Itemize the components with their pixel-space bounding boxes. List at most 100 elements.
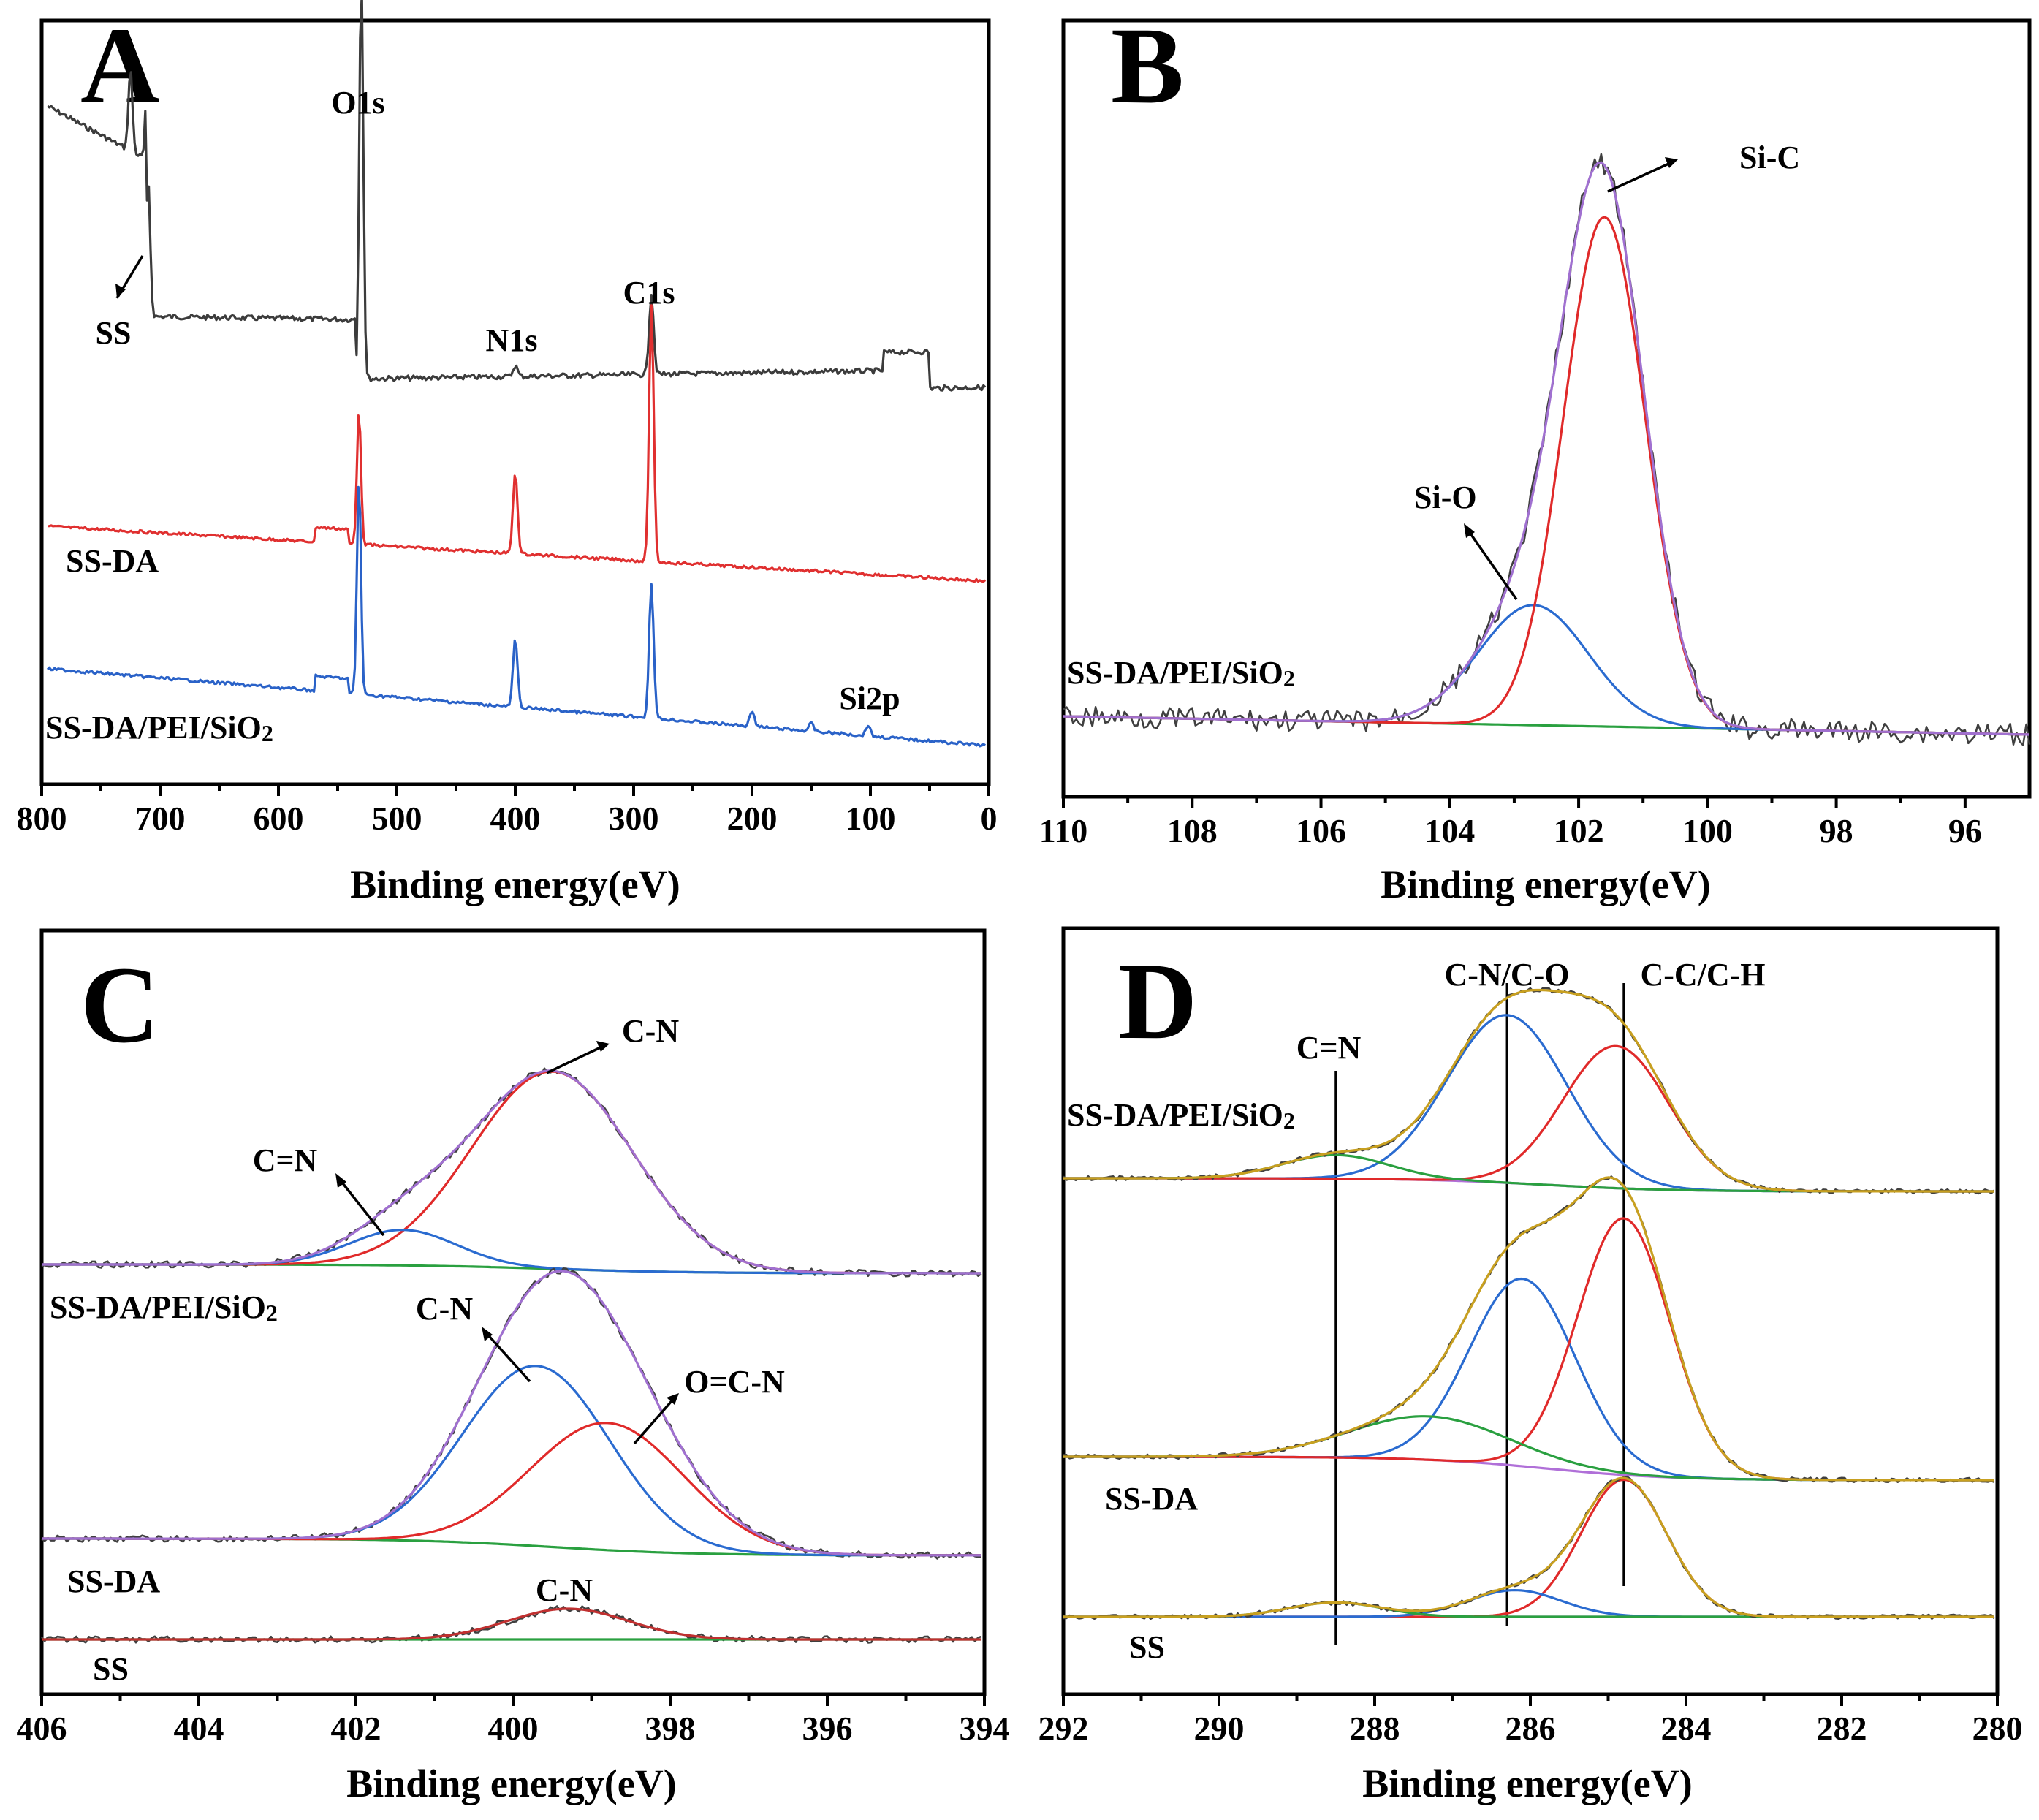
x-tick-label: 286: [1505, 1710, 1556, 1747]
c-anno-c=n: C=N: [253, 1142, 318, 1178]
panel-b-curves: [1063, 153, 2031, 746]
a-anno-si2p: Si2p: [839, 680, 900, 716]
n1s-component-1-1: [42, 1422, 981, 1557]
b-label-final-sub: 2: [1283, 665, 1295, 691]
x-tick-label: 400: [488, 1710, 539, 1747]
a-label-ssda: SS-DA: [66, 543, 159, 579]
a-anno-ss: SS: [96, 315, 132, 351]
x-tick-label: 404: [174, 1710, 224, 1747]
a-anno-n1s: N1s: [486, 322, 538, 358]
n1s-component-0-0: [42, 1070, 981, 1275]
panel-a-ticks: 800 700 600 500 400 300 200 100 0: [17, 784, 998, 837]
x-tick-label: 102: [1554, 812, 1604, 849]
x-tick-label: 104: [1424, 812, 1475, 849]
d-label-final-text: SS-DA/PEI/SiO: [1067, 1097, 1283, 1133]
x-tick-label: 300: [609, 800, 659, 837]
x-tick-label: 200: [727, 800, 778, 837]
x-tick-label: 500: [372, 800, 422, 837]
c-anno-ocn: O=C-N: [684, 1364, 785, 1400]
c1s-component-1-1: [1063, 1217, 1994, 1482]
c1s-raw-0: [1063, 987, 1995, 1195]
d-anno-c=n: C=N: [1296, 1030, 1362, 1066]
c1s-envelope-2: [1063, 1476, 1994, 1618]
n1s-component-2-0: [42, 1607, 981, 1641]
x-tick-label: 396: [802, 1710, 853, 1747]
b-label-final: SS-DA/PEI/SiO2: [1067, 655, 1295, 691]
a-label-final: SS-DA/PEI/SiO2: [45, 710, 273, 746]
x-tick-label: 290: [1194, 1710, 1245, 1747]
d-anno-cch: C-C/C-H: [1640, 957, 1765, 993]
x-tick-label: 700: [135, 800, 186, 837]
b-sio-arrowhead: [1464, 523, 1475, 538]
c-cn-mid-arrowhead: [482, 1327, 493, 1341]
panel-a-frame: [39, 18, 991, 786]
x-tick-label: 96: [1948, 812, 1982, 849]
x-tick-label: 288: [1350, 1710, 1400, 1747]
c1s-component-2-0: [1063, 1478, 1994, 1618]
b-label-final-text: SS-DA/PEI/SiO: [1067, 655, 1283, 691]
c-label-final: SS-DA/PEI/SiO2: [50, 1289, 278, 1326]
panel-b-ticks: 110 108 106 104 102 100 98 96: [1039, 797, 1982, 849]
survey-line-1: [48, 304, 987, 583]
x-tick-label: 0: [981, 800, 998, 837]
panel-b-frame: [1061, 18, 2032, 799]
x-tick-label: 100: [846, 800, 896, 837]
x-tick-label: 280: [1972, 1710, 2023, 1747]
n1s-envelope-0: [42, 1069, 981, 1275]
c-label-ssda: SS-DA: [67, 1563, 160, 1599]
c-anno-cn-top: C-N: [622, 1013, 679, 1049]
n1s-raw-0: [41, 1067, 982, 1278]
si2p-envelope: [1063, 161, 2030, 736]
b-sio-arrow: [1464, 525, 1518, 601]
panel-c-curves: [40, 1067, 982, 1644]
c1s-component-0-2: [1063, 1153, 1994, 1193]
panel-d-ticks: 292 290 288 286 284 282 280: [1039, 1694, 2023, 1747]
panel-d-letter: D: [1118, 941, 1197, 1062]
x-tick-label: 800: [17, 800, 67, 837]
panel-d-xlabel: Binding energy(eV): [1362, 1762, 1693, 1805]
panel-a-curves: [46, 0, 987, 748]
c-ocn-arrowhead: [667, 1393, 679, 1405]
c-label-final-sub: 2: [266, 1300, 278, 1326]
b-anno-sic: Si-C: [1739, 140, 1800, 175]
b-sic-arrowhead: [1665, 157, 1678, 168]
x-tick-label: 600: [254, 800, 304, 837]
x-tick-label: 292: [1039, 1710, 1089, 1747]
d-label-final-sub: 2: [1283, 1107, 1295, 1134]
panel-a-letter: A: [80, 5, 159, 126]
survey-line-0: [47, 0, 987, 392]
panel-d-curves: [1063, 983, 1995, 1645]
c-c=n-arrow: [336, 1175, 385, 1237]
c1s-baseline-1: [1063, 1455, 1994, 1482]
n1s-component-1-0: [42, 1365, 981, 1557]
c-anno-cn-mid: C-N: [416, 1291, 473, 1327]
c1s-raw-2: [1063, 1475, 1995, 1620]
panel-b-xlabel: Binding energy(eV): [1381, 862, 1711, 906]
x-tick-label: 282: [1817, 1710, 1867, 1747]
c-cn-top-arrowhead: [596, 1041, 610, 1052]
c1s-component-1-0: [1063, 1277, 1994, 1482]
a-label-final-sub: 2: [262, 720, 273, 746]
a-anno-o1s: O1s: [331, 85, 384, 121]
x-tick-label: 394: [960, 1710, 1010, 1747]
panel-b-letter: B: [1111, 5, 1184, 126]
d-label-ss: SS: [1129, 1629, 1165, 1665]
x-tick-label: 402: [331, 1710, 381, 1747]
n1s-raw-2: [40, 1605, 982, 1644]
x-tick-label: 398: [645, 1710, 696, 1747]
panel-c-xlabel: Binding energy(eV): [346, 1762, 677, 1805]
x-tick-label: 284: [1661, 1710, 1712, 1747]
c-ocn-arrow: [633, 1395, 677, 1445]
x-tick-label: 106: [1296, 812, 1346, 849]
x-tick-label: 108: [1167, 812, 1218, 849]
c-label-final-text: SS-DA/PEI/SiO: [50, 1289, 266, 1325]
panel-a-xlabel: Binding energy(eV): [350, 862, 680, 906]
c1s-envelope-0: [1063, 988, 1994, 1193]
c-cn-top-arrow: [546, 1044, 606, 1074]
a-ss-arrowhead: [115, 284, 126, 298]
d-label-ssda: SS-DA: [1105, 1481, 1198, 1517]
c-c=n-arrowhead: [335, 1173, 346, 1188]
d-anno-cnco: C-N/C-O: [1444, 957, 1569, 993]
panel-c-letter: C: [80, 944, 159, 1066]
x-tick-label: 400: [490, 800, 541, 837]
